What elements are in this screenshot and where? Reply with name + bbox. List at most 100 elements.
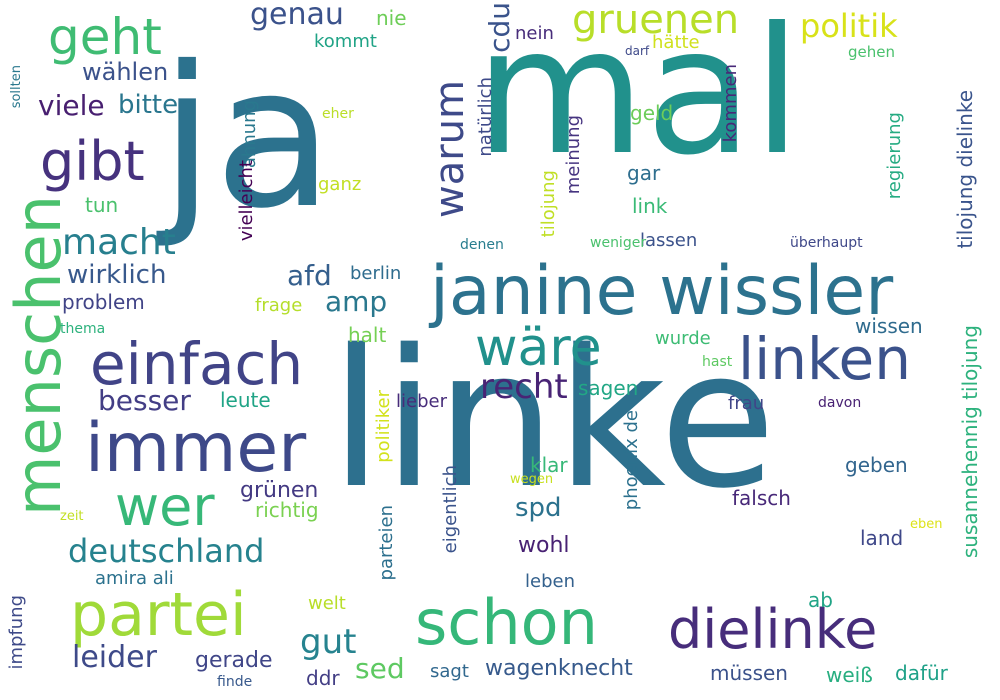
word-sagt: sagt [430, 661, 469, 682]
word-politiker: politiker [373, 390, 394, 463]
word-lieber: lieber [396, 391, 447, 412]
word-land: land [860, 526, 904, 550]
word-tilojung: tilojung [538, 170, 559, 238]
word-link: link [632, 194, 668, 218]
word-weniger: weniger [590, 235, 647, 251]
word-janine-wissler: janine wissler [430, 252, 894, 331]
word-wissen: wissen [855, 314, 923, 338]
word-leute: leute [220, 388, 271, 412]
word-gruenen: gruenen [572, 0, 740, 43]
word-amp: amp [325, 285, 388, 318]
word-macht: macht [62, 222, 176, 263]
word-tilojung-dielinke: tilojung dielinke [953, 90, 977, 249]
word-falsch: falsch [732, 486, 791, 510]
word-natuerlich: natürlich [475, 77, 496, 157]
word-phoenix-de: phoenix de [621, 410, 642, 511]
word-immer: immer [85, 409, 307, 488]
word-eben: eben [910, 517, 943, 532]
word-thema: thema [60, 321, 106, 337]
word-richtig: richtig [255, 498, 319, 522]
word-partei: partei [70, 580, 247, 650]
word-warum: warum [427, 80, 473, 218]
word-wohl: wohl [518, 533, 570, 558]
word-darf: darf [625, 44, 650, 58]
word-gut: gut [300, 622, 357, 662]
word-wer: wer [115, 475, 215, 538]
word-afd: afd [287, 259, 332, 292]
word-wegen: wegen [510, 472, 554, 487]
word-waere: wäre [475, 318, 602, 378]
word-dafuer: dafür [895, 661, 948, 685]
word-eher: eher [322, 106, 354, 122]
word-gar: gar [627, 161, 661, 185]
word-gerade: gerade [195, 648, 273, 673]
word-zeit: zeit [60, 509, 84, 524]
word-ja: ja [160, 24, 334, 251]
word-denen: denen [460, 237, 504, 253]
word-kommen: kommen [720, 64, 741, 143]
word-kommt: kommt [314, 31, 377, 52]
word-ganz: ganz [318, 174, 362, 195]
word-leider: leider [72, 640, 157, 675]
word-geld: geld [630, 101, 674, 125]
word-problem: problem [62, 290, 145, 314]
word-susannehennig-tilojung: susannehennig tilojung [958, 325, 982, 559]
word-genau: genau [250, 0, 344, 32]
word-wagenknecht: wagenknecht [485, 656, 633, 681]
word-deutschland: deutschland [68, 532, 265, 570]
word-geht: geht [48, 8, 162, 66]
word-gibt: gibt [40, 130, 145, 193]
word-hast: hast [702, 354, 733, 370]
word-dielinke: dielinke [668, 598, 878, 661]
word-viele: viele [38, 89, 105, 122]
word-wirklich: wirklich [67, 260, 167, 290]
word-gruenen-umlaut: grünen [240, 478, 319, 503]
word-recht: recht [480, 367, 568, 407]
word-lassen: lassen [640, 230, 698, 251]
word-nein: nein [515, 23, 554, 44]
word-parteien: parteien [376, 505, 397, 581]
word-davon: davon [818, 395, 862, 411]
word-einfach: einfach [90, 330, 304, 398]
word-gehen: gehen [848, 43, 895, 61]
word-welt: welt [308, 593, 346, 614]
word-linken: linken [738, 325, 911, 393]
word-menschen: menschen [2, 195, 75, 516]
word-spd: spd [515, 493, 562, 523]
word-klar: klar [530, 453, 568, 477]
word-linke: linke [330, 309, 777, 530]
word-leben: leben [525, 571, 575, 592]
word-vielleicht: vielleicht [236, 160, 257, 242]
word-schon: schon [415, 586, 598, 659]
word-impfung: impfung [6, 595, 27, 670]
word-sollten: sollten [9, 65, 24, 109]
word-frage: frage [255, 295, 303, 316]
word-cdu: cdu [483, 2, 516, 53]
word-geben: geben [845, 453, 908, 477]
word-berlin: berlin [350, 263, 402, 284]
word-eigentlich: eigentlich [440, 465, 461, 554]
word-amira-ali: amira ali [95, 568, 174, 589]
word-halt: halt [348, 323, 387, 347]
word-muessen: müssen [710, 661, 788, 685]
word-regierung: regierung [884, 112, 905, 200]
word-tun: tun [85, 193, 119, 217]
word-waehlen: wählen [82, 58, 169, 86]
word-finde: finde [217, 674, 253, 690]
word-bitte: bitte [118, 90, 179, 120]
word-weiss: weiß [826, 663, 873, 687]
word-mal: mal [475, 0, 802, 194]
word-ueberhaupt: überhaupt [790, 235, 863, 251]
word-haette: hätte [652, 32, 700, 53]
word-besser: besser [98, 384, 191, 417]
word-nie: nie [376, 6, 407, 30]
word-ddr: ddr [306, 666, 340, 690]
word-meinung: meinung [563, 115, 584, 195]
word-politik: politik [800, 7, 898, 45]
word-ab: ab [808, 588, 833, 612]
word-wurde: wurde [655, 328, 711, 349]
word-sed: sed [355, 652, 405, 685]
word-sagen: sagen [578, 376, 639, 400]
word-frau: frau [728, 393, 765, 414]
